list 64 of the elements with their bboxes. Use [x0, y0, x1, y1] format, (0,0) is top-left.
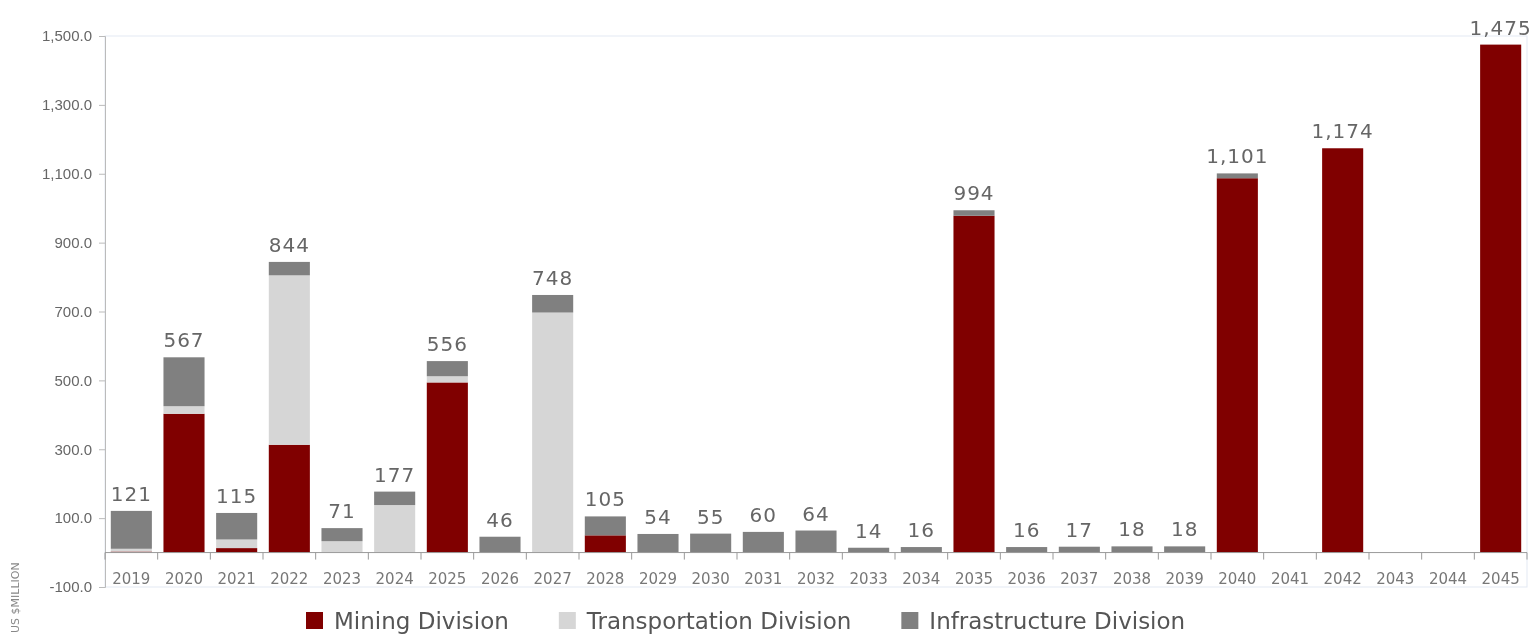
y-tick-label: 500.0	[54, 371, 92, 389]
total-label: 1,174	[1311, 119, 1374, 144]
x-tick-label: 2020	[164, 570, 204, 588]
total-label: 16	[907, 518, 936, 543]
total-label: 55	[696, 504, 725, 529]
x-tick-label: 2033	[849, 570, 888, 588]
total-label: 71	[328, 499, 356, 524]
total-label: 54	[644, 504, 672, 529]
total-label: 1,475	[1469, 15, 1530, 40]
x-tick-label: 2040	[1218, 570, 1257, 588]
total-label: 17	[1065, 517, 1094, 542]
y-tick-label: 300.0	[54, 440, 92, 458]
y-axis-title: US $MILLION	[9, 562, 22, 633]
total-label: 115	[216, 483, 258, 508]
total-label: 556	[426, 332, 468, 357]
x-tick-label: 2027	[533, 570, 572, 588]
x-tick-label: 2029	[638, 570, 678, 588]
y-tick-label: 700.0	[54, 302, 92, 320]
total-label: 567	[163, 328, 205, 353]
total-label: 105	[584, 487, 626, 512]
y-tick-label: 100.0	[54, 509, 92, 527]
legend-label: Infrastructure Division	[929, 608, 1186, 634]
total-label: 14	[854, 518, 883, 543]
x-tick-label: 2030	[691, 570, 730, 588]
x-tick-label: 2042	[1323, 570, 1362, 588]
legend-label: Mining Division	[334, 608, 509, 634]
total-label: 46	[486, 507, 514, 532]
x-tick-label: 2045	[1481, 570, 1520, 588]
x-tick-label: 2025	[428, 570, 467, 588]
y-tick-label: 900.0	[54, 233, 92, 251]
x-tick-label: 2031	[744, 570, 783, 588]
x-tick-label: 2023	[322, 570, 362, 588]
total-label: 16	[1012, 518, 1041, 543]
legend-label: Transportation Division	[585, 608, 852, 634]
x-tick-label: 2034	[902, 570, 941, 588]
x-tick-label: 2044	[1428, 570, 1468, 588]
y-tick-label: -100.0	[49, 578, 92, 596]
x-tick-label: 2036	[1007, 570, 1046, 588]
x-tick-label: 2032	[796, 570, 836, 588]
total-label: 177	[374, 462, 416, 487]
x-tick-label: 2039	[1165, 570, 1204, 588]
x-tick-label: 2038	[1112, 570, 1152, 588]
y-tick-label: 1,100.0	[41, 165, 92, 183]
x-tick-label: 2022	[270, 570, 309, 588]
total-label: 60	[749, 502, 778, 527]
x-tick-label: 2037	[1060, 570, 1099, 588]
total-label: 18	[1118, 517, 1146, 542]
total-label: 121	[110, 481, 152, 506]
total-label: 64	[802, 501, 830, 526]
y-tick-label: 1,300.0	[41, 96, 92, 114]
total-label: 748	[532, 265, 574, 290]
total-label: 1,101	[1206, 144, 1269, 169]
total-label: 994	[953, 181, 995, 206]
total-label: 844	[268, 232, 310, 257]
x-tick-label: 2019	[112, 570, 151, 588]
x-tick-label: 2024	[375, 570, 414, 588]
x-tick-label: 2028	[586, 570, 625, 588]
x-tick-label: 2041	[1270, 570, 1310, 588]
total-label: 18	[1170, 517, 1199, 542]
x-tick-label: 2043	[1376, 570, 1415, 588]
x-tick-label: 2021	[217, 570, 256, 588]
x-tick-label: 2026	[480, 570, 520, 588]
x-tick-label: 2035	[954, 570, 994, 588]
y-tick-label: 1,500.0	[41, 27, 92, 45]
